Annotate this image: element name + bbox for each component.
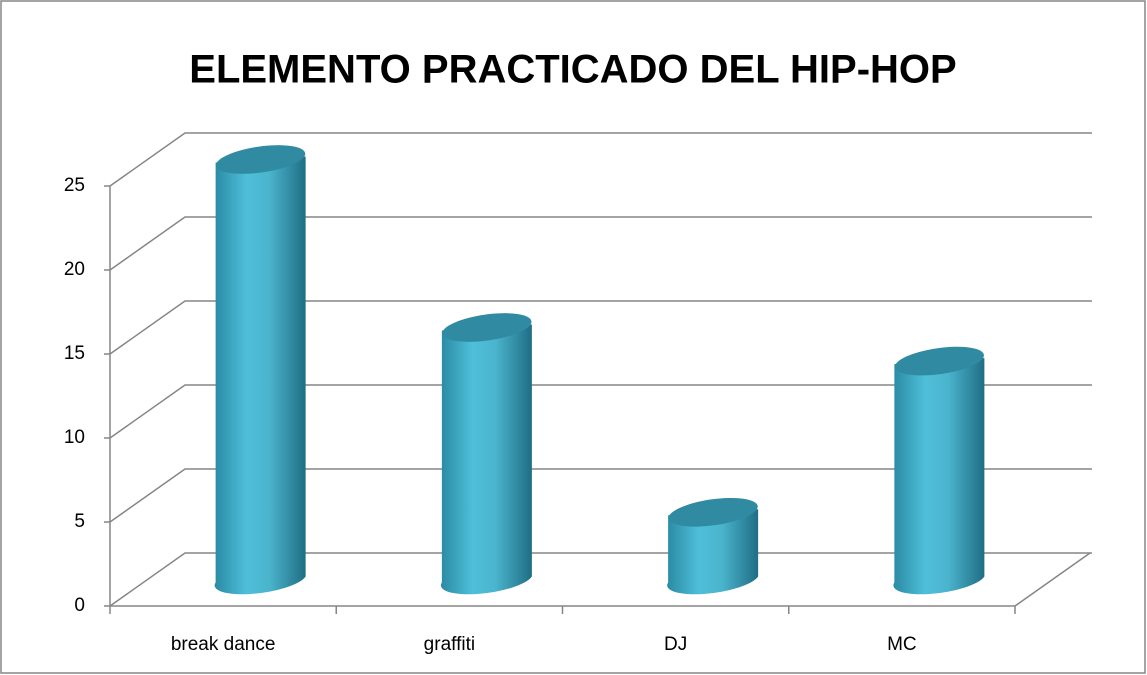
y-tick-label: 5 <box>74 511 85 532</box>
grid-line <box>109 468 1092 523</box>
bar <box>214 156 306 595</box>
grid-line <box>109 300 1092 355</box>
x-tick-label: graffiti <box>424 634 475 655</box>
y-tick-label: 10 <box>64 427 85 448</box>
bar <box>667 509 759 595</box>
chart-title: ELEMENTO PRACTICADO DEL HIP-HOP <box>189 48 956 92</box>
bar-top <box>216 145 306 174</box>
bar-top <box>668 497 758 527</box>
bar <box>440 324 532 595</box>
y-tick-label: 25 <box>64 175 85 196</box>
grid-line <box>109 384 1092 439</box>
x-tick-label: DJ <box>664 634 687 655</box>
bar <box>893 358 985 595</box>
grid-line <box>109 132 1092 187</box>
y-tick-label: 20 <box>64 259 85 280</box>
grid-line <box>109 216 1092 271</box>
y-tick-label: 0 <box>74 595 85 616</box>
grid-line <box>109 552 1092 607</box>
x-tick-label: break dance <box>171 634 276 655</box>
bar-top <box>894 346 984 376</box>
bar-top <box>442 313 532 342</box>
x-tick-label: MC <box>887 634 917 655</box>
y-tick-label: 15 <box>64 343 85 364</box>
